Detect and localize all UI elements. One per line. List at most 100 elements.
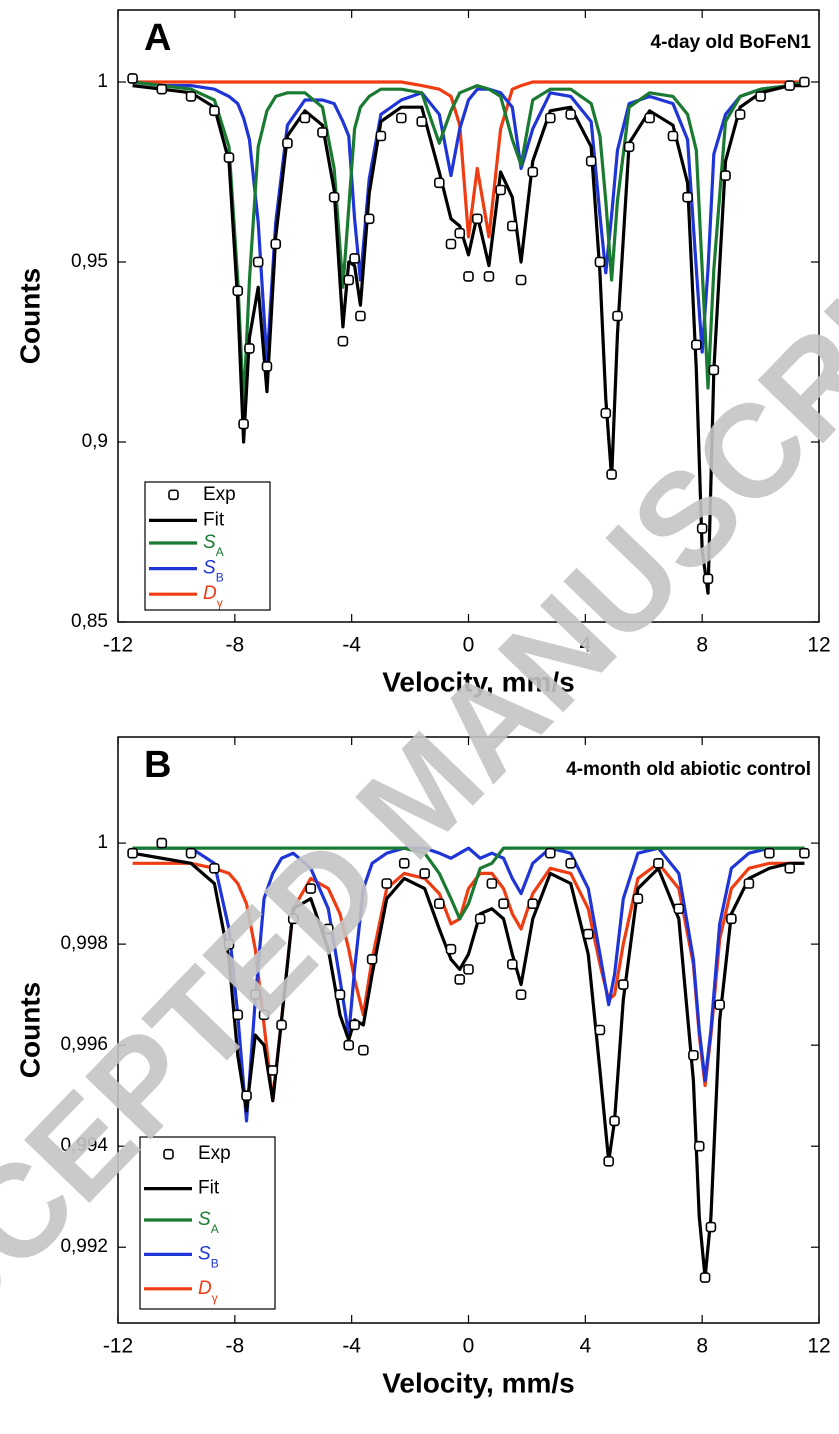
data-point <box>381 878 393 889</box>
data-point <box>544 847 556 859</box>
x-tick-label: 0 <box>463 634 475 657</box>
x-tick-label: -4 <box>342 634 361 657</box>
legend-label: SB <box>203 558 224 585</box>
y-axis-title: Counts <box>14 268 45 364</box>
legend-name: Fit <box>198 1178 220 1199</box>
legend-label: Dγ <box>198 1278 218 1305</box>
data-point <box>527 898 539 910</box>
data-point <box>185 91 197 102</box>
legend-name: S <box>203 532 216 553</box>
data-point <box>355 310 366 322</box>
data-point <box>223 938 235 950</box>
x-tick-label: 4 <box>579 634 591 657</box>
data-point <box>471 213 483 225</box>
data-point <box>270 238 282 250</box>
x-tick-label: 0 <box>463 1335 475 1358</box>
legend-label: SA <box>203 532 224 559</box>
legend-subscript: B <box>211 1257 219 1271</box>
data-point <box>734 109 746 120</box>
legend-name: Fit <box>203 509 225 530</box>
legend-marker <box>168 489 179 501</box>
legend-label: Dγ <box>203 583 223 610</box>
data-point <box>343 274 355 286</box>
data-point <box>343 1039 355 1051</box>
data-point <box>241 1090 252 1101</box>
legend-name: D <box>203 583 217 604</box>
annotation: 4-month old abiotic control <box>566 759 811 780</box>
data-point <box>688 1049 699 1061</box>
data-point <box>486 878 498 889</box>
data-point <box>693 1140 705 1152</box>
data-point <box>366 953 378 965</box>
data-point <box>249 989 261 1000</box>
legend-name: S <box>198 1209 211 1230</box>
legend-name: S <box>203 558 216 579</box>
x-tick-label: -12 <box>103 1335 133 1358</box>
data-point <box>784 863 796 874</box>
data-point <box>317 127 328 138</box>
data-point <box>445 238 457 250</box>
data-point <box>609 1115 620 1127</box>
data-point <box>507 220 518 232</box>
data-point <box>299 112 311 124</box>
data-point <box>334 989 346 1000</box>
data-point <box>267 1065 279 1076</box>
data-point <box>209 863 220 874</box>
series-line <box>132 846 805 1123</box>
data-point <box>349 253 360 264</box>
legend-subscript: A <box>211 1222 219 1236</box>
data-point <box>349 1019 360 1031</box>
data-point <box>454 974 466 985</box>
data-point <box>156 837 168 849</box>
legend-name: D <box>198 1278 212 1299</box>
data-point <box>623 141 635 153</box>
data-point <box>714 999 725 1011</box>
data-point <box>565 857 577 869</box>
legend-name: Exp <box>203 484 236 505</box>
watermark: ACCEPTED MANUSCRIPT <box>0 151 839 1434</box>
legend-subscript: γ <box>217 596 223 610</box>
data-point <box>156 83 168 95</box>
data-point <box>594 1024 606 1036</box>
legend-label: Exp <box>198 1143 231 1164</box>
series-line <box>132 80 805 365</box>
data-point <box>238 418 249 430</box>
data-point <box>498 898 509 910</box>
data-point <box>764 847 775 859</box>
x-tick-label: 12 <box>807 1335 830 1358</box>
data-point <box>618 979 629 990</box>
data-point <box>799 847 810 859</box>
data-point <box>287 913 299 925</box>
data-point <box>726 913 737 925</box>
data-point <box>594 256 606 268</box>
legend-label: SB <box>198 1243 219 1270</box>
x-tick-label: -8 <box>225 1335 244 1358</box>
data-point <box>784 80 796 91</box>
data-point <box>396 112 407 124</box>
data-point <box>799 76 810 88</box>
data-point <box>445 943 457 955</box>
data-point <box>565 109 577 120</box>
data-point <box>696 523 708 534</box>
data-point <box>328 191 340 203</box>
legend-subscript: A <box>216 545 224 559</box>
data-point <box>363 213 375 225</box>
legend-name: S <box>198 1243 211 1264</box>
data-point <box>720 170 731 181</box>
data-point <box>699 1272 711 1283</box>
data-point <box>252 256 264 268</box>
data-point <box>419 868 430 879</box>
data-point <box>127 73 138 84</box>
y-tick-label: 0,9 <box>82 431 108 452</box>
legend-box <box>144 481 271 611</box>
data-point <box>612 310 623 322</box>
data-point <box>653 857 664 869</box>
y-tick-label: 0,992 <box>60 1236 108 1257</box>
y-tick-label: 0,998 <box>60 933 108 954</box>
legend-marker <box>163 1148 174 1160</box>
data-point <box>743 878 755 889</box>
data-point <box>358 1044 369 1056</box>
data-point <box>673 903 685 915</box>
data-point <box>682 191 693 203</box>
data-point <box>322 923 334 935</box>
